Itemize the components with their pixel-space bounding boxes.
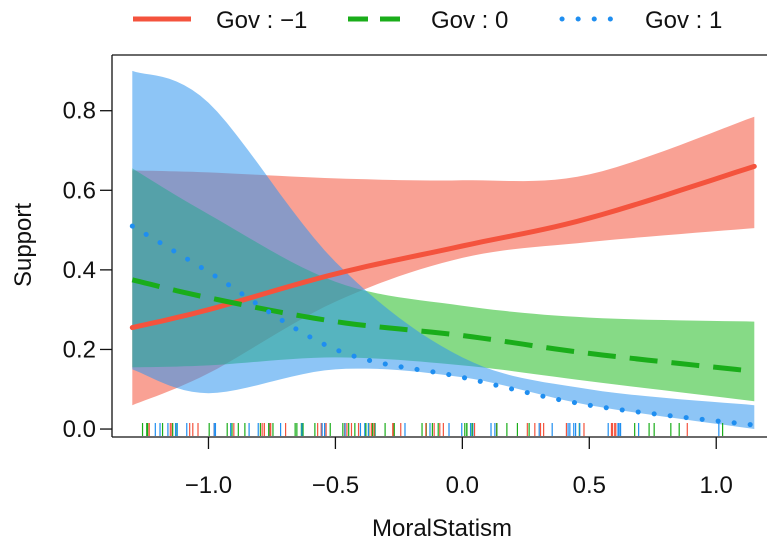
series-line-1 [131, 277, 755, 374]
y-tick-label: 0.8 [63, 98, 96, 125]
y-tick-label: 0.0 [63, 416, 96, 443]
y-tick-label: 0.2 [63, 336, 96, 363]
x-tick-label: 1.0 [700, 472, 733, 499]
axes: 0.0 0.2 0.4 0.6 0.8 −1.0 −0.5 0.0 0.5 1.0 [63, 54, 767, 499]
series-line-0 [129, 163, 757, 331]
confidence-bands [132, 70, 755, 430]
rug-marks [141, 423, 724, 436]
legend-label-0: Gov : −1 [216, 7, 307, 34]
series-lines [129, 163, 757, 428]
y-tick-label: 0.4 [63, 257, 96, 284]
confidence-band-2 [132, 70, 755, 430]
legend: Gov : −1 Gov : 0 Gov : 1 [133, 7, 722, 34]
x-axis-title: MoralStatism [372, 515, 512, 542]
x-tick-label: −0.5 [312, 472, 359, 499]
y-tick-label: 0.6 [63, 177, 96, 204]
x-tick-label: 0.0 [446, 472, 479, 499]
confidence-band-0 [132, 116, 755, 406]
legend-label-2: Gov : 1 [645, 7, 722, 34]
x-tick-label: −1.0 [185, 472, 232, 499]
y-axis-title: Support [10, 203, 37, 287]
legend-label-1: Gov : 0 [431, 7, 508, 34]
series-line-2 [129, 223, 757, 428]
x-tick-label: 0.5 [573, 472, 606, 499]
